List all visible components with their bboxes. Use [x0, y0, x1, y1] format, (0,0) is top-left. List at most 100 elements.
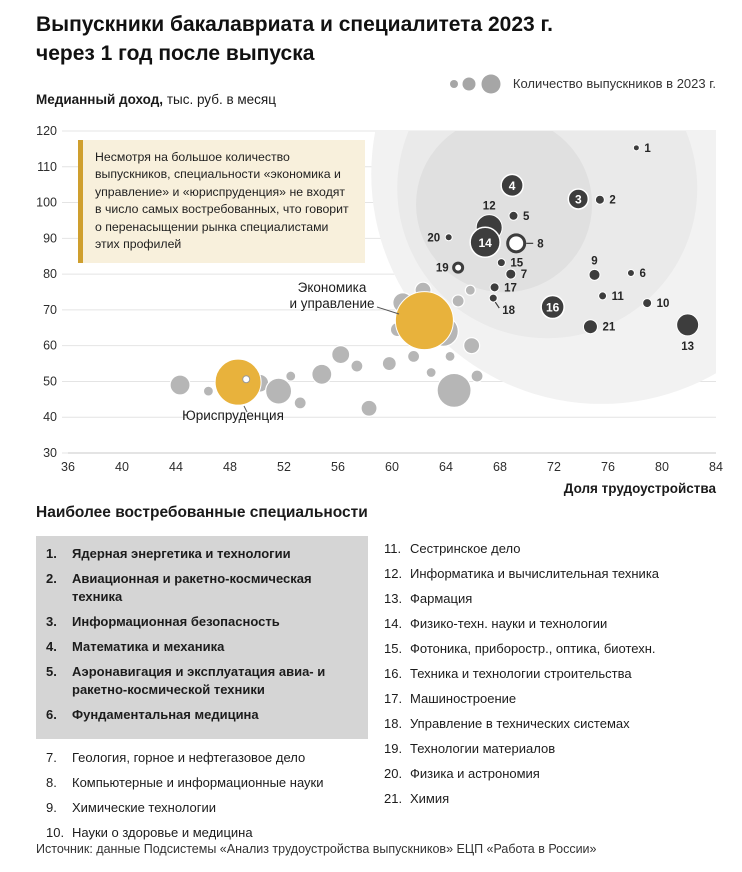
x-tick-label: 64: [439, 460, 453, 474]
page-title-line1: Выпускники бакалавриата и специалитета 2…: [36, 13, 554, 36]
point-17: 17: [489, 282, 517, 294]
list-item: 21. Химия: [384, 790, 734, 808]
point-15: 15: [496, 258, 524, 270]
point-19: 19: [436, 261, 465, 275]
y-tick-label: 80: [43, 267, 57, 281]
list-item-number: 4.: [46, 639, 57, 654]
specialties-left-column: 1. Ядерная энергетика и технологии 2. Авиац…: [36, 536, 368, 849]
x-tick-label: 44: [169, 460, 183, 474]
point-number: 13: [681, 341, 694, 353]
y-tick-label: 120: [36, 124, 57, 138]
gray-bubble: [463, 337, 481, 355]
list-item: 12. Информатика и вычислительная техника: [384, 565, 734, 583]
list-item: 7. Геология, горное и нефтегазовое дело: [46, 749, 358, 767]
list-item-text: Авиационная и ракетно-космическая техник…: [72, 571, 312, 604]
list-item-number: 5.: [46, 664, 57, 679]
list-item-text: Фотоника, приборостр., оптика, биотехн.: [410, 641, 656, 656]
point-number: 15: [510, 258, 523, 270]
point-16: 16: [540, 294, 565, 320]
gray-bubble: [381, 355, 397, 372]
x-tick-label: 80: [655, 460, 669, 474]
gray-bubble: [451, 294, 465, 308]
y-tick-label: 50: [43, 374, 57, 388]
list-item-number: 17.: [384, 691, 403, 706]
list-item: 14. Физико-техн. науки и технологии: [384, 615, 734, 633]
highlight-bubble: [394, 291, 454, 351]
point-number: 17: [504, 282, 517, 294]
point-number: 21: [602, 322, 615, 334]
list-item: 4. Математика и механика: [46, 638, 358, 656]
list-item-number: 11.: [384, 541, 402, 556]
x-tick-label: 56: [331, 460, 345, 474]
gray-bubble: [470, 369, 484, 383]
page-title: Выпускники бакалавриата и специалитета 2…: [36, 10, 553, 68]
list-item: 15. Фотоника, приборостр., оптика, биотех…: [384, 640, 734, 658]
left-column-rest: 7. Геология, горное и нефтегазовое дело 8.…: [36, 739, 368, 842]
list-item-number: 15.: [384, 641, 403, 656]
list-item-number: 12.: [384, 566, 403, 581]
point-2: 2: [594, 195, 616, 207]
list-item: 9. Химические технологии: [46, 799, 358, 817]
annotation-text: Несмотря на большое количество выпускник…: [95, 150, 349, 252]
list-item-text: Информатика и вычислительная техника: [410, 566, 660, 581]
y-tick-label: 110: [37, 160, 57, 174]
x-tick-label: 76: [601, 460, 615, 474]
bubbles: [86, 131, 716, 417]
y-tick-label: 60: [43, 339, 57, 353]
list-item-text: Машиностроение: [410, 691, 517, 706]
list-item-number: 3.: [46, 614, 57, 629]
list-item: 6. Фундаментальная медицина: [46, 706, 358, 724]
list-item-number: 1.: [46, 546, 57, 561]
gray-bubble: [407, 349, 421, 363]
list-item-number: 14.: [384, 616, 403, 631]
point-8: 8: [506, 233, 544, 254]
point-18: 18: [488, 293, 516, 317]
x-tick-label: 84: [709, 460, 723, 474]
point-number: 19: [436, 263, 449, 275]
list-item-number: 7.: [46, 750, 57, 765]
point-3: 3: [567, 188, 590, 210]
y-tick-label: 30: [43, 446, 57, 460]
gray-bubble: [169, 374, 191, 396]
list-item-number: 16.: [384, 666, 403, 681]
list-item-number: 10.: [46, 825, 65, 840]
gray-bubble: [265, 377, 293, 405]
point-10: 10: [642, 298, 669, 310]
x-axis-title: Доля трудоустройства: [564, 481, 717, 496]
point-number: 9: [591, 255, 597, 267]
bubble-size-legend: Количество выпускников в 2023 г.: [447, 70, 716, 96]
list-item: 13. Фармация: [384, 590, 734, 608]
point-9: 9: [588, 255, 601, 281]
list-item: 1. Ядерная энергетика и технологии: [46, 545, 358, 563]
small-ring-marker: [242, 375, 251, 384]
specialties-right-column: 11. Сестринское дело 12. Информатика и вычи…: [384, 540, 734, 815]
list-item-text: Математика и механика: [72, 639, 225, 654]
list-item-number: 20.: [384, 766, 403, 781]
list-item-text: Физика и астрономия: [410, 766, 540, 781]
list-item-text: Ядерная энергетика и технологии: [72, 546, 291, 561]
point-number: 6: [639, 268, 645, 280]
list-item-number: 13.: [384, 591, 403, 606]
point-number: 4: [509, 179, 516, 193]
list-item: 17. Машиностроение: [384, 690, 734, 708]
list-item-text: Управление в технических системах: [410, 716, 630, 731]
x-tick-label: 60: [385, 460, 399, 474]
list-item-text: Науки о здоровье и медицина: [72, 825, 253, 840]
list-item-text: Геология, горное и нефтегазовое дело: [72, 750, 306, 765]
list-item-number: 21.: [384, 791, 403, 806]
label-leader-line: [376, 306, 400, 315]
gray-bubble: [444, 350, 456, 362]
point-11: 11: [598, 291, 624, 303]
y-tick-label: 90: [43, 231, 57, 245]
y-tick-label: 70: [43, 303, 57, 317]
list-item: 3. Информационная безопасность: [46, 613, 358, 631]
list-item-text: Техника и технологии строительства: [410, 666, 632, 681]
list-item-text: Информационная безопасность: [72, 614, 280, 629]
gray-bubble: [293, 396, 307, 410]
list-item-number: 9.: [46, 800, 57, 815]
list-item: 18. Управление в технических системах: [384, 715, 734, 733]
